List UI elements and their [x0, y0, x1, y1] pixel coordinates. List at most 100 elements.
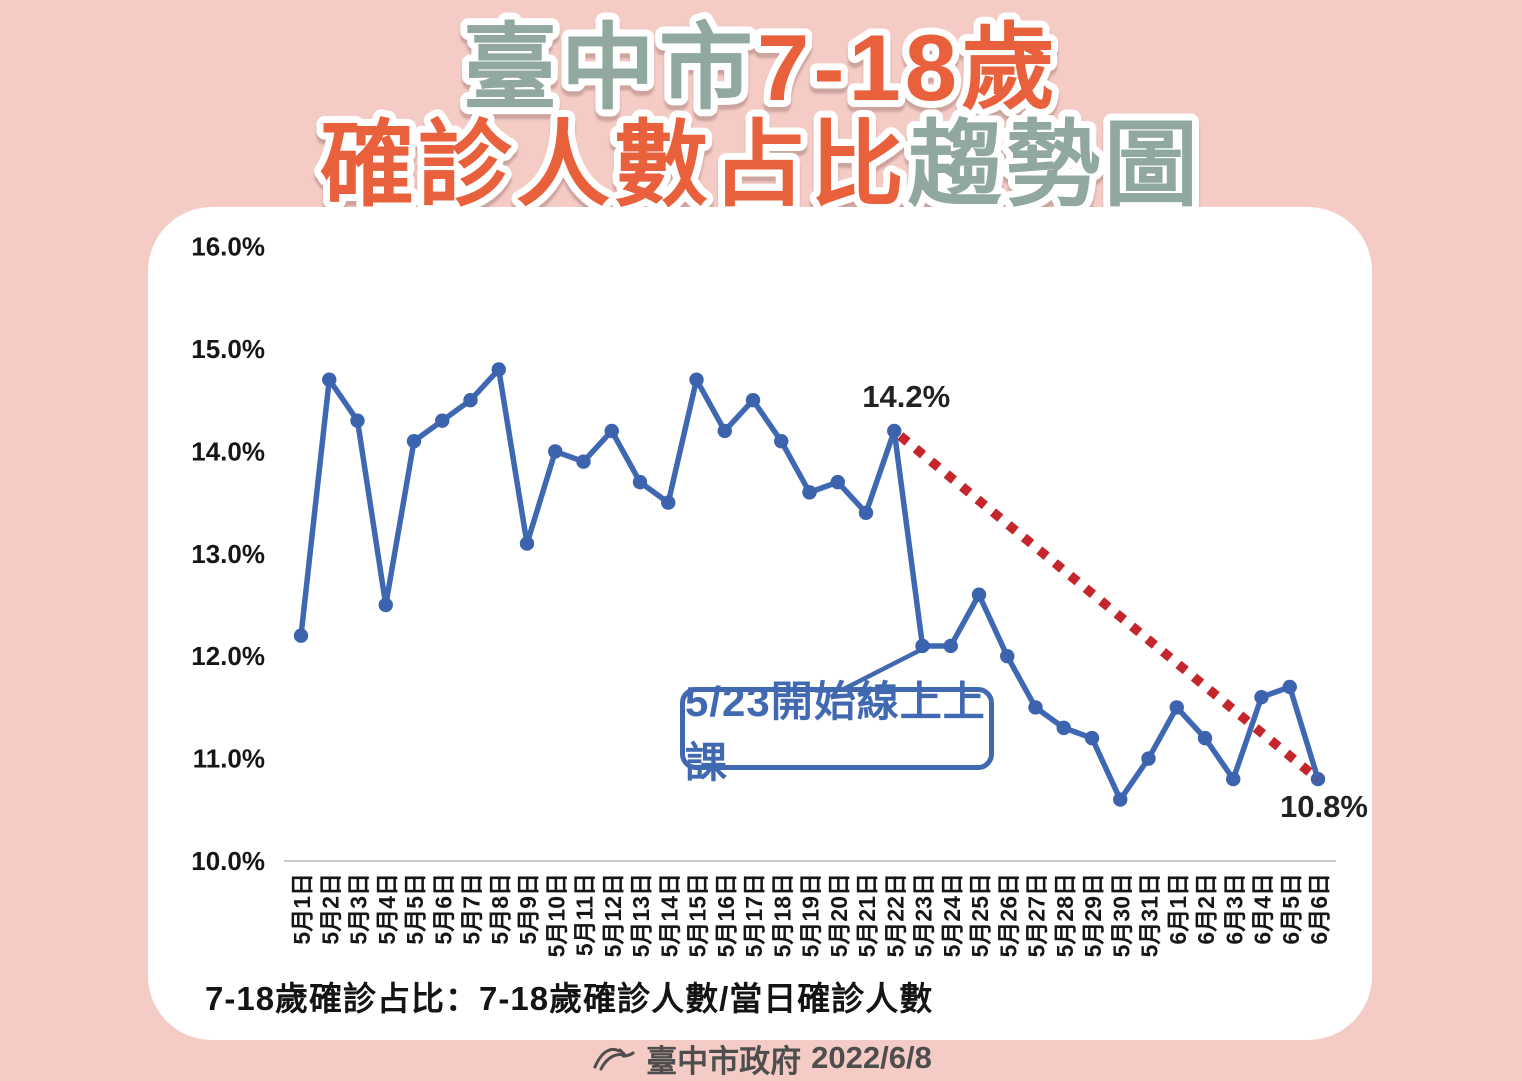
- callout-text: 5/23開始線上上課: [685, 677, 986, 786]
- x-tick-label: 5月13日: [628, 873, 654, 957]
- data-point-marker: [519, 536, 535, 551]
- footnote-definition: 7-18歲確診占比：7-18歲確診人數/當日確診人數: [205, 980, 934, 1017]
- x-tick-label: 5月9日: [515, 873, 541, 945]
- title-city-text: 臺中市: [463, 15, 757, 120]
- footer: 臺中市政府 2022/6/8: [0, 1040, 1522, 1079]
- x-tick-label: 5月25日: [967, 873, 993, 957]
- callout-box: 5/23開始線上上課: [680, 678, 994, 786]
- data-point-marker: [406, 433, 422, 449]
- data-point-marker: [1169, 700, 1184, 715]
- x-tick-label: 5月22日: [882, 873, 908, 957]
- x-tick-label: 5月3日: [346, 873, 372, 945]
- y-tick-label: 13.0%: [191, 539, 265, 569]
- data-point-marker: [435, 413, 450, 428]
- data-point-marker: [491, 362, 506, 377]
- data-point-marker: [576, 454, 591, 469]
- data-point-marker: [1226, 771, 1241, 787]
- y-tick-label: 16.0%: [191, 232, 265, 262]
- x-tick-label: 5月7日: [459, 873, 485, 945]
- y-tick-label: 10.0%: [191, 846, 265, 876]
- x-tick-label: 5月1日: [289, 873, 315, 945]
- data-point-marker: [548, 444, 563, 459]
- taichung-gov-logo-icon: [593, 1047, 635, 1071]
- trend-line-chart: 16.0%15.0%14.0%13.0%12.0%11.0%10.0%5月1日 5…: [191, 232, 1368, 958]
- title-line-2: 確診人數占比趨勢圖: [320, 112, 1202, 212]
- x-tick-label: 5月6日: [430, 873, 456, 945]
- callout-leader-line: [833, 646, 925, 696]
- data-point-marker: [802, 485, 817, 500]
- data-point-marker: [689, 372, 704, 387]
- x-tick-label: 5月15日: [685, 873, 711, 957]
- x-tick-label: 5月20日: [826, 873, 852, 957]
- data-point-marker: [943, 638, 958, 654]
- x-tick-label: 5月12日: [600, 873, 626, 957]
- y-tick-label: 12.0%: [191, 641, 265, 671]
- data-point-marker: [858, 505, 874, 521]
- x-tick-label: 5月10日: [543, 873, 569, 957]
- x-tick-label: 5月24日: [939, 873, 965, 957]
- data-point-marker: [717, 423, 732, 439]
- x-tick-label: 5月21日: [854, 873, 880, 957]
- data-point-marker: [915, 638, 930, 654]
- x-tick-label: 5月23日: [911, 873, 937, 957]
- x-tick-label: 6月4日: [1250, 873, 1276, 945]
- data-point-marker: [1254, 689, 1269, 705]
- title-trend-text: 趨勢圖: [908, 112, 1202, 212]
- y-tick-label: 11.0%: [193, 744, 265, 774]
- data-point-marker: [971, 587, 987, 602]
- x-tick-label: 5月14日: [656, 873, 682, 957]
- data-point-marker: [1056, 720, 1071, 736]
- y-tick-label: 14.0%: [191, 436, 265, 466]
- x-tick-label: 5月26日: [995, 873, 1021, 957]
- chart-card: 16.0% 15.0% 14.0% 13.0% 12.0% 11.0% 10.0% 5月1日 5…: [148, 207, 1372, 1040]
- value-annotation: 10.8%: [1280, 789, 1368, 824]
- data-point-marker: [1113, 792, 1128, 807]
- data-point-marker: [1141, 751, 1156, 766]
- data-point-marker: [350, 413, 365, 428]
- data-point-marker: [1028, 700, 1043, 715]
- x-tick-label: 5月30日: [1108, 873, 1134, 957]
- data-point-marker: [830, 474, 845, 490]
- x-tick-label: 5月11日: [572, 873, 598, 956]
- footer-date: 2022/6/8: [811, 1040, 932, 1075]
- x-tick-label: 6月6日: [1306, 873, 1332, 945]
- x-tick-label: 5月17日: [741, 873, 767, 957]
- data-point-marker: [661, 495, 676, 510]
- data-point-marker: [293, 628, 309, 643]
- data-point-marker: [887, 423, 902, 439]
- x-tick-label: 6月3日: [1221, 873, 1247, 945]
- data-point-marker: [632, 474, 648, 490]
- x-tick-label: 5月28日: [1052, 873, 1078, 957]
- data-point-marker: [1084, 730, 1100, 746]
- data-point-marker: [378, 597, 393, 613]
- x-tick-label: 5月19日: [798, 873, 824, 957]
- data-point-marker: [463, 393, 478, 408]
- y-tick-label: 15.0%: [191, 334, 265, 364]
- x-tick-label: 5月18日: [769, 873, 795, 957]
- value-annotation: 14.2%: [862, 379, 950, 414]
- x-tick-label: 5月16日: [713, 873, 739, 957]
- x-tick-label: 5月31日: [1137, 873, 1163, 957]
- title-line-1: 臺中市7-18歲: [463, 15, 1059, 120]
- x-tick-label: 5月2日: [317, 873, 343, 945]
- x-tick-label: 5月8日: [487, 873, 513, 945]
- x-tick-label: 5月29日: [1080, 873, 1106, 957]
- x-tick-label: 5月4日: [374, 873, 400, 945]
- x-tick-label: 6月2日: [1193, 873, 1219, 945]
- data-point-marker: [1197, 730, 1213, 746]
- data-point-marker: [604, 423, 619, 439]
- data-point-marker: [745, 393, 761, 408]
- title-age-text: 7-18歲: [757, 15, 1059, 120]
- x-tick-label: 6月1日: [1165, 873, 1191, 945]
- data-point-marker: [1282, 679, 1297, 695]
- x-tick-label: 6月5日: [1278, 873, 1304, 945]
- title-ratio-text: 確診人數占比: [320, 112, 908, 212]
- x-tick-label: 5月5日: [402, 873, 428, 945]
- page-title: 臺中市7-18歲 確診人數占比趨勢圖: [313, 8, 1205, 212]
- data-point-marker: [774, 433, 789, 449]
- data-point-marker: [322, 372, 337, 387]
- x-tick-label: 5月27日: [1024, 873, 1050, 957]
- footer-org: 臺中市政府: [646, 1043, 802, 1079]
- data-point-marker: [1000, 649, 1015, 664]
